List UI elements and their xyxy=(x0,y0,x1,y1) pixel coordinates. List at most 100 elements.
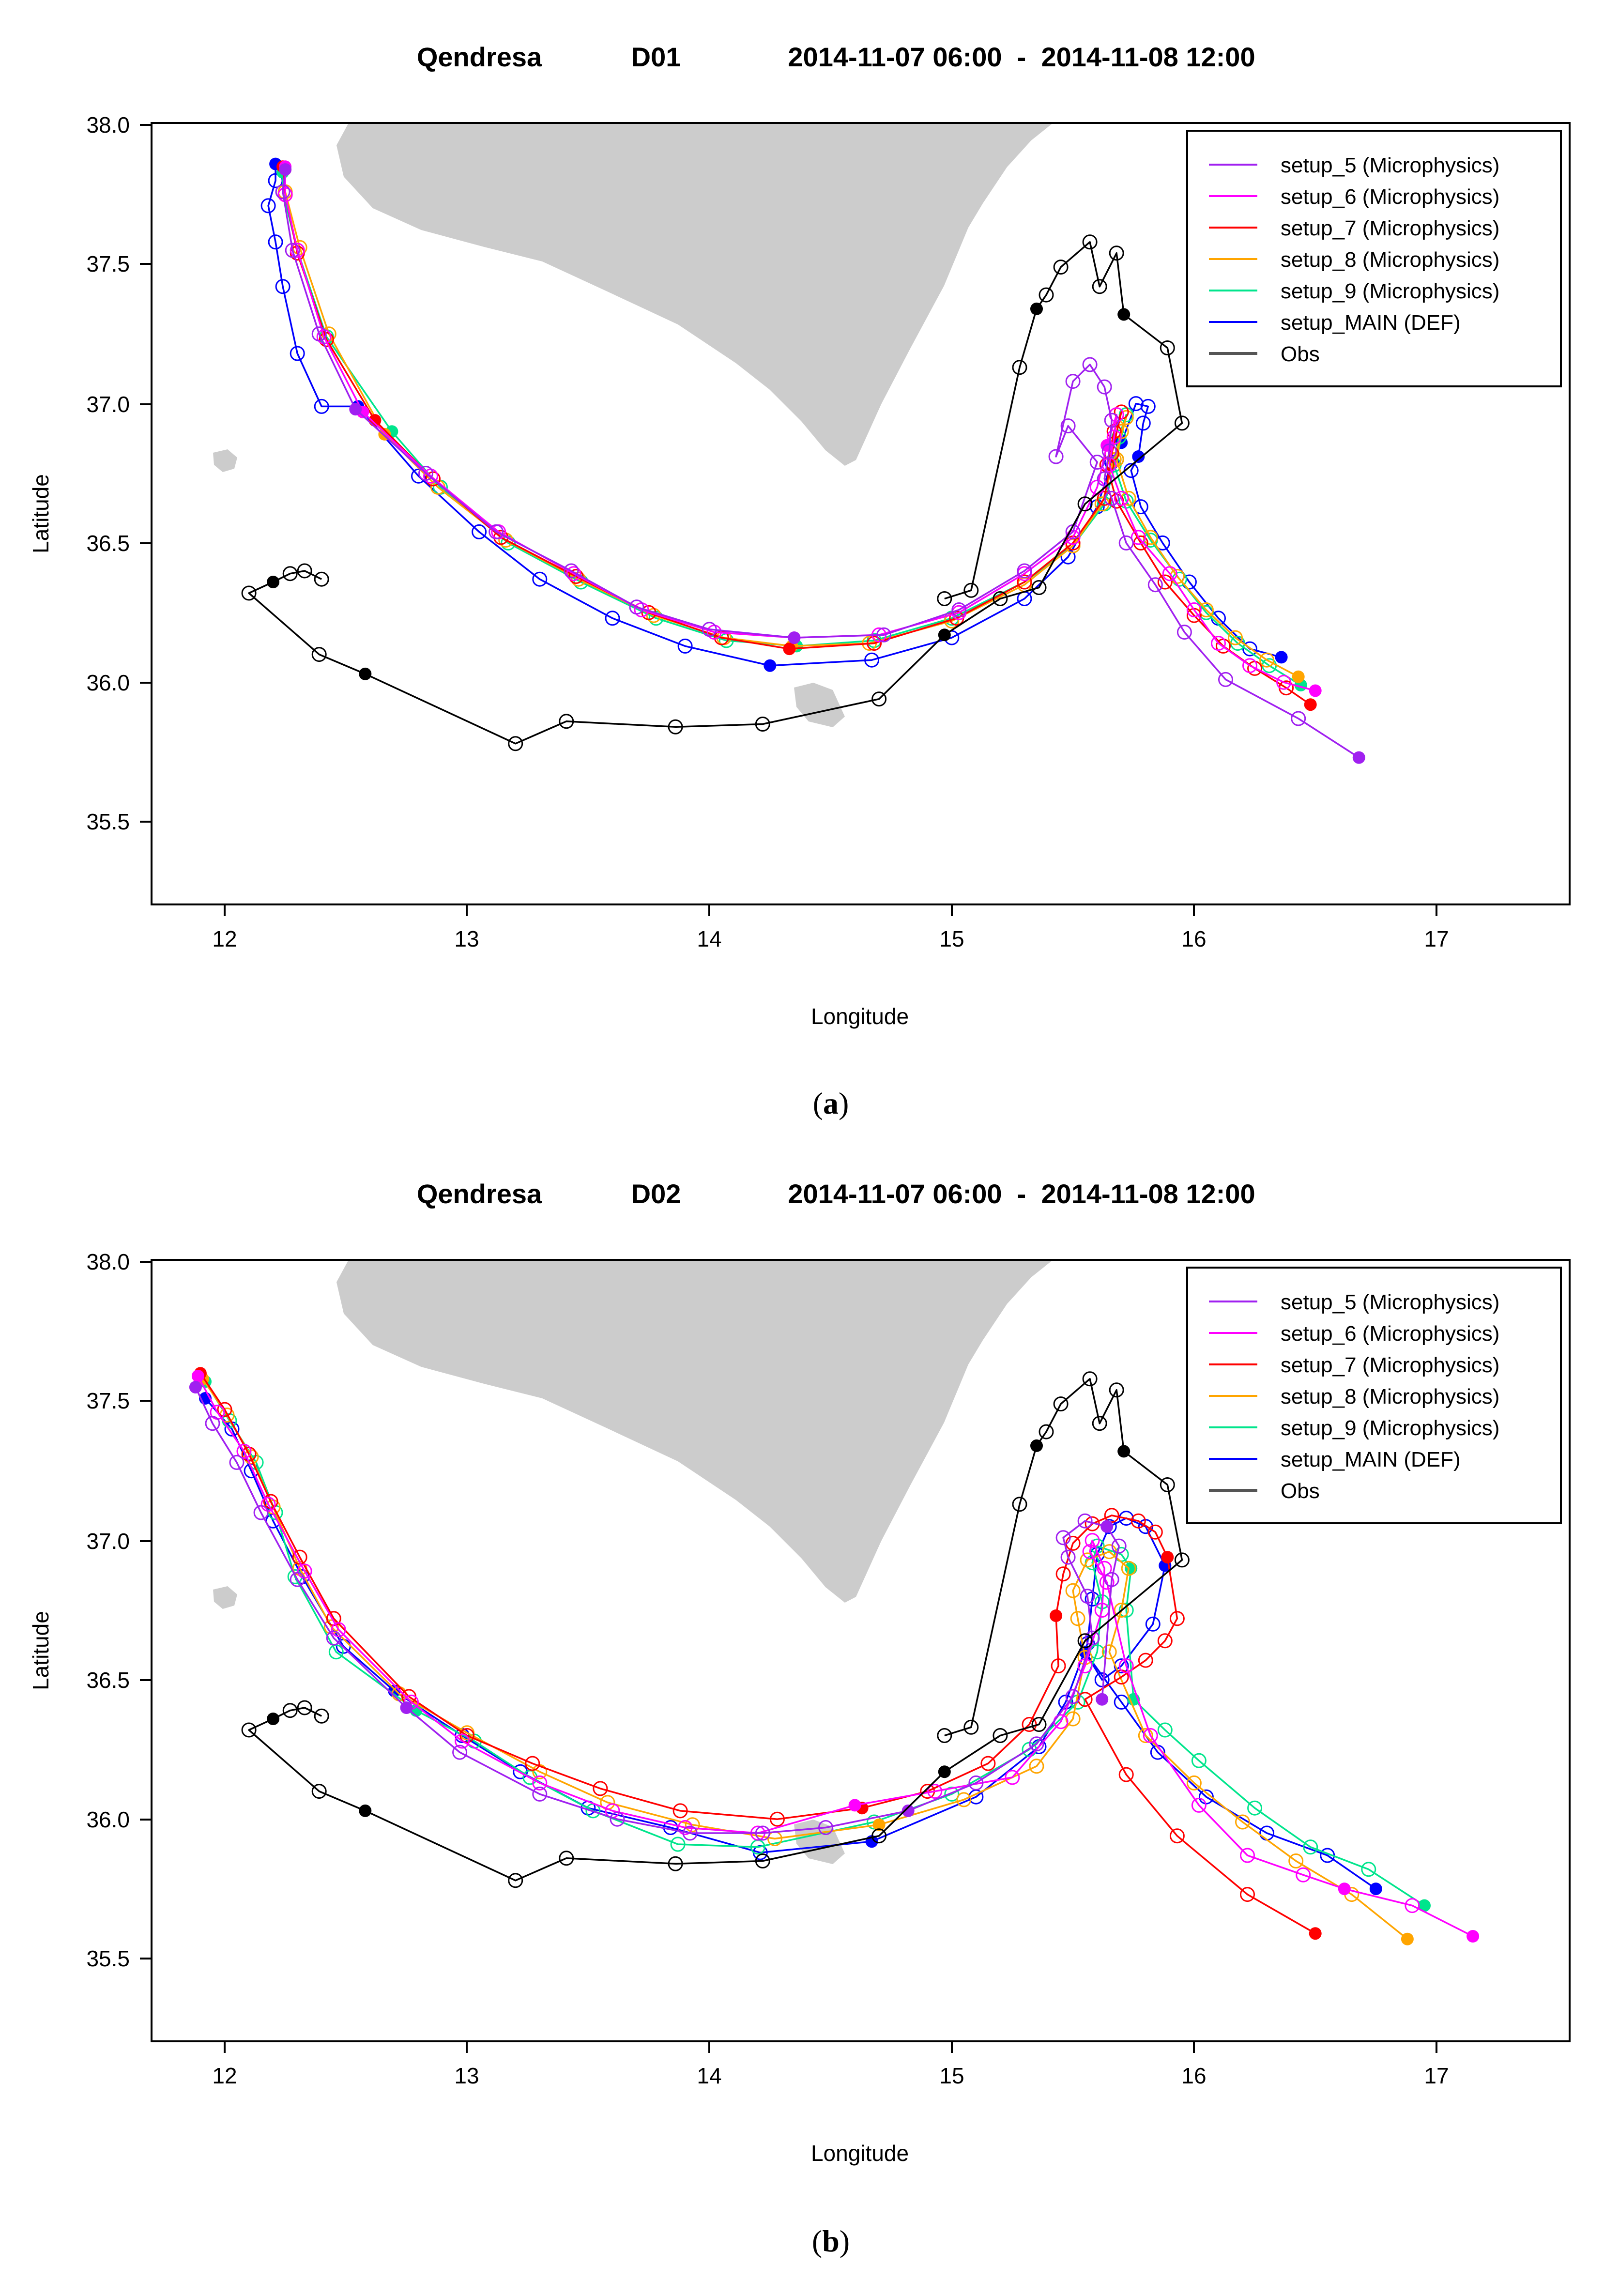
track-point-setup-7 xyxy=(1157,1633,1173,1649)
track-point-setup-7 xyxy=(1017,574,1032,590)
track-point-obs xyxy=(1109,1382,1124,1398)
track-point-setup-6 xyxy=(1211,636,1226,651)
legend-entry: setup_8 (Microphysics) xyxy=(1281,1385,1499,1408)
track-point-obs xyxy=(668,719,683,735)
track-point-setup-5 xyxy=(532,1786,548,1802)
track-point-filled-setup-8 xyxy=(1292,670,1305,683)
x-tick-label: 14 xyxy=(697,2063,721,2088)
track-point-filled-obs xyxy=(267,1713,280,1725)
track-point-setup-5 xyxy=(629,599,644,615)
track-point-setup-7 xyxy=(980,1756,996,1771)
chart-title-name: Qendresa xyxy=(417,42,542,72)
track-point-filled-setup-6 xyxy=(1309,684,1322,697)
track-point-setup-6 xyxy=(1191,1797,1207,1813)
track-point-filled-obs xyxy=(1117,308,1130,321)
track-point-setup-8 xyxy=(1198,602,1214,617)
track-point-setup-7 xyxy=(1240,1887,1255,1902)
track-point-setup-9 xyxy=(1157,1722,1173,1738)
track-point-setup-7 xyxy=(459,1728,475,1743)
track-point-setup-6 xyxy=(1276,674,1292,690)
track-point-setup-9 xyxy=(944,1786,960,1802)
track-point-setup-5 xyxy=(1147,577,1163,593)
track-point-setup-8 xyxy=(1101,1644,1117,1660)
track-point-obs xyxy=(1082,234,1098,250)
track-point-setup-main xyxy=(1242,641,1257,657)
track-point-setup-6 xyxy=(1114,490,1129,506)
track-point-setup-6 xyxy=(331,1622,346,1638)
track-point-setup-6 xyxy=(1085,1533,1100,1548)
legend-entry: setup_6 (Microphysics) xyxy=(1281,1322,1499,1346)
track-line-setup-9 xyxy=(204,1381,1425,1907)
track-point-setup-5 xyxy=(968,1775,984,1791)
track-point-filled-setup-6 xyxy=(1338,1883,1351,1896)
track-point-setup-6 xyxy=(1106,429,1122,445)
track-point-setup-6 xyxy=(927,1784,943,1799)
track-point-setup-5 xyxy=(290,1572,305,1587)
y-tick-label: 38.0 xyxy=(86,112,130,138)
legend-entry: setup_8 (Microphysics) xyxy=(1281,248,1499,272)
track-line-obs xyxy=(248,1378,1183,1882)
track-point-setup-main xyxy=(1094,1672,1110,1687)
track-point-setup-5 xyxy=(1048,449,1064,464)
track-point-filled-setup-8 xyxy=(872,1818,886,1831)
series-setup-5 xyxy=(189,1381,1127,1841)
track-point-setup-5 xyxy=(1029,1736,1044,1752)
plot-frame xyxy=(151,1259,1571,2042)
track-point-filled-setup-7 xyxy=(1161,1551,1174,1564)
x-tick-label: 17 xyxy=(1424,2063,1449,2088)
caption-close-paren: ) xyxy=(839,1086,849,1120)
track-point-filled-setup-8 xyxy=(378,428,391,441)
track-point-filled-obs xyxy=(359,667,372,680)
track-point-setup-5 xyxy=(951,602,967,617)
y-tick-label: 36.0 xyxy=(86,670,130,695)
track-point-obs xyxy=(311,647,327,662)
y-tick-label: 37.0 xyxy=(86,392,130,417)
track-point-filled-setup-5 xyxy=(279,163,292,176)
track-point-setup-7 xyxy=(1055,1566,1071,1582)
x-axis: 12 13 14 15 16 17 Longitude xyxy=(212,904,1449,1029)
land-mass-group xyxy=(213,1260,1053,1864)
track-point-setup-9 xyxy=(1118,1603,1134,1618)
track-point-setup-5 xyxy=(1089,455,1105,470)
track-point-setup-5 xyxy=(1085,1630,1100,1646)
track-point-setup-main xyxy=(268,234,283,250)
track-point-setup-5 xyxy=(489,524,504,539)
track-point-setup-6 xyxy=(1130,530,1146,545)
plot-area xyxy=(151,122,1571,905)
track-point-setup-7 xyxy=(217,1402,232,1417)
track-point-setup-main xyxy=(314,398,329,414)
track-point-setup-7 xyxy=(1104,1508,1119,1523)
panel-a: Qendresa D01 2014-11-07 06:00 - 2014-11-… xyxy=(28,42,1571,1120)
track-point-setup-7 xyxy=(1169,1611,1185,1626)
track-point-obs xyxy=(1039,1424,1054,1439)
track-point-obs xyxy=(1077,496,1093,512)
x-tick-label: 13 xyxy=(454,926,479,951)
track-point-setup-8 xyxy=(1186,1775,1202,1791)
y-tick-label: 37.5 xyxy=(86,251,130,276)
track-point-setup-5 xyxy=(1118,535,1134,551)
track-point-setup-5 xyxy=(564,563,579,579)
land-mass-group xyxy=(213,123,1053,727)
track-point-setup-5 xyxy=(311,326,327,342)
track-point-setup-6 xyxy=(1162,566,1177,582)
track-point-obs xyxy=(871,1828,887,1844)
track-point-setup-7 xyxy=(525,1756,540,1771)
track-point-setup-5 xyxy=(253,1505,269,1520)
track-point-setup-main xyxy=(677,638,693,654)
track-line-setup-7 xyxy=(199,1373,1316,1934)
track-line-setup-8 xyxy=(202,1378,1408,1940)
track-point-setup-5 xyxy=(1017,563,1032,579)
small-island xyxy=(213,449,237,472)
track-line-setup-5 xyxy=(282,169,1360,759)
x-tick-label: 14 xyxy=(697,926,721,951)
legend-entry: setup_6 (Microphysics) xyxy=(1281,185,1499,209)
track-point-setup-5 xyxy=(876,627,892,643)
track-point-filled-setup-5 xyxy=(901,1804,915,1817)
y-tick-label: 37.0 xyxy=(86,1529,130,1554)
track-point-setup-9 xyxy=(328,1644,344,1660)
track-point-obs xyxy=(963,582,979,598)
track-point-filled-setup-main xyxy=(1369,1883,1382,1896)
track-point-setup-8 xyxy=(1029,1759,1044,1774)
track-point-setup-7 xyxy=(1051,1658,1066,1674)
